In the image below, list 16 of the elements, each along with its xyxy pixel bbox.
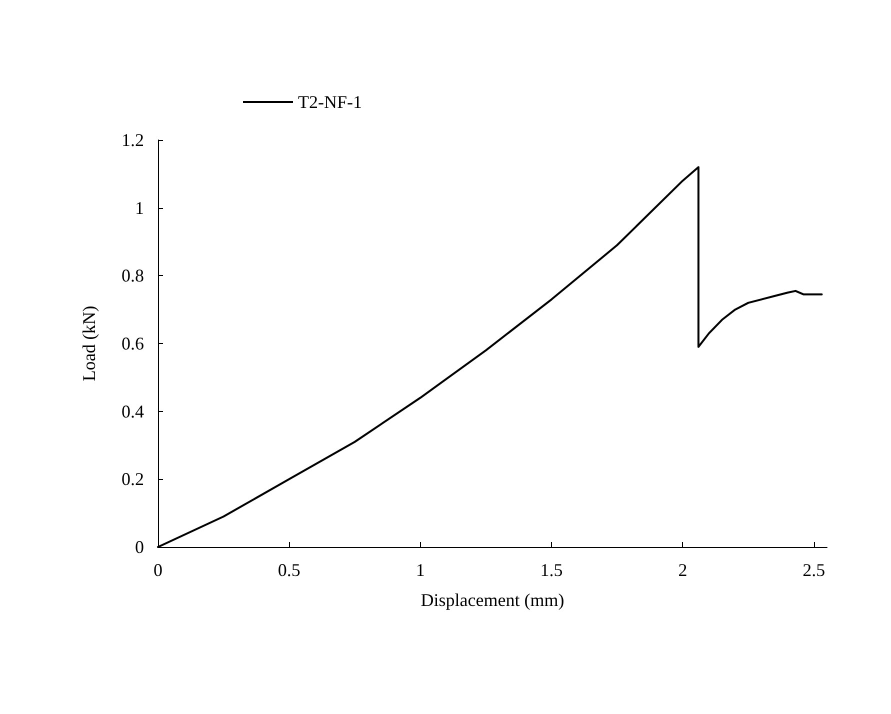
y-tick-label: 0.2 (122, 469, 144, 490)
x-tick-label: 2.5 (802, 560, 826, 580)
x-axis-title: Displacement (mm) (420, 590, 564, 610)
y-tick-label: 0.6 (122, 334, 144, 354)
x-tick-label: 1 (416, 560, 425, 580)
x-tick-label: 0.5 (278, 560, 300, 580)
y-tick-label: 0 (135, 537, 144, 557)
y-axis-title: Load (kN) (79, 306, 99, 382)
x-tick-label: 0 (154, 560, 162, 580)
y-tick-label: 0.4 (122, 401, 144, 422)
x-tick-label: 1.5 (540, 560, 563, 580)
x-tick-label: 2 (678, 560, 688, 580)
y-tick-label: 1.2 (122, 130, 144, 150)
y-tick-label: 1 (135, 198, 144, 218)
legend-label: T2-NF-1 (298, 92, 362, 112)
y-tick-label: 0.8 (122, 266, 144, 286)
